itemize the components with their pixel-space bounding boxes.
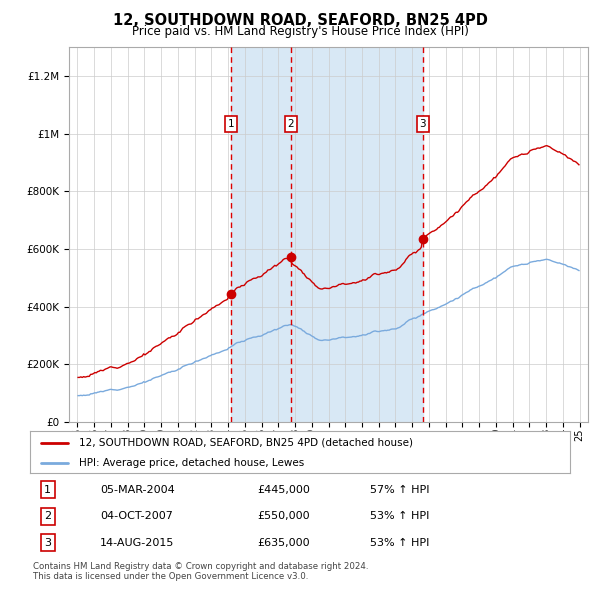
Text: Contains HM Land Registry data © Crown copyright and database right 2024.: Contains HM Land Registry data © Crown c… <box>33 562 368 571</box>
Text: This data is licensed under the Open Government Licence v3.0.: This data is licensed under the Open Gov… <box>33 572 308 581</box>
Text: £445,000: £445,000 <box>257 485 310 495</box>
Text: 2: 2 <box>44 512 52 521</box>
Text: 3: 3 <box>44 537 52 548</box>
Text: 1: 1 <box>227 119 234 129</box>
Text: 12, SOUTHDOWN ROAD, SEAFORD, BN25 4PD: 12, SOUTHDOWN ROAD, SEAFORD, BN25 4PD <box>113 13 487 28</box>
Text: £550,000: £550,000 <box>257 512 310 521</box>
Text: 1: 1 <box>44 485 52 495</box>
Text: 14-AUG-2015: 14-AUG-2015 <box>100 537 175 548</box>
Text: 04-OCT-2007: 04-OCT-2007 <box>100 512 173 521</box>
Text: 57% ↑ HPI: 57% ↑ HPI <box>370 485 430 495</box>
Text: Price paid vs. HM Land Registry's House Price Index (HPI): Price paid vs. HM Land Registry's House … <box>131 25 469 38</box>
Text: 53% ↑ HPI: 53% ↑ HPI <box>370 537 430 548</box>
Text: 2: 2 <box>287 119 294 129</box>
Text: 3: 3 <box>419 119 426 129</box>
Text: 05-MAR-2004: 05-MAR-2004 <box>100 485 175 495</box>
Text: HPI: Average price, detached house, Lewes: HPI: Average price, detached house, Lewe… <box>79 458 304 467</box>
Text: £635,000: £635,000 <box>257 537 310 548</box>
Text: 53% ↑ HPI: 53% ↑ HPI <box>370 512 430 521</box>
Bar <box>231 47 422 422</box>
Text: 12, SOUTHDOWN ROAD, SEAFORD, BN25 4PD (detached house): 12, SOUTHDOWN ROAD, SEAFORD, BN25 4PD (d… <box>79 438 413 448</box>
